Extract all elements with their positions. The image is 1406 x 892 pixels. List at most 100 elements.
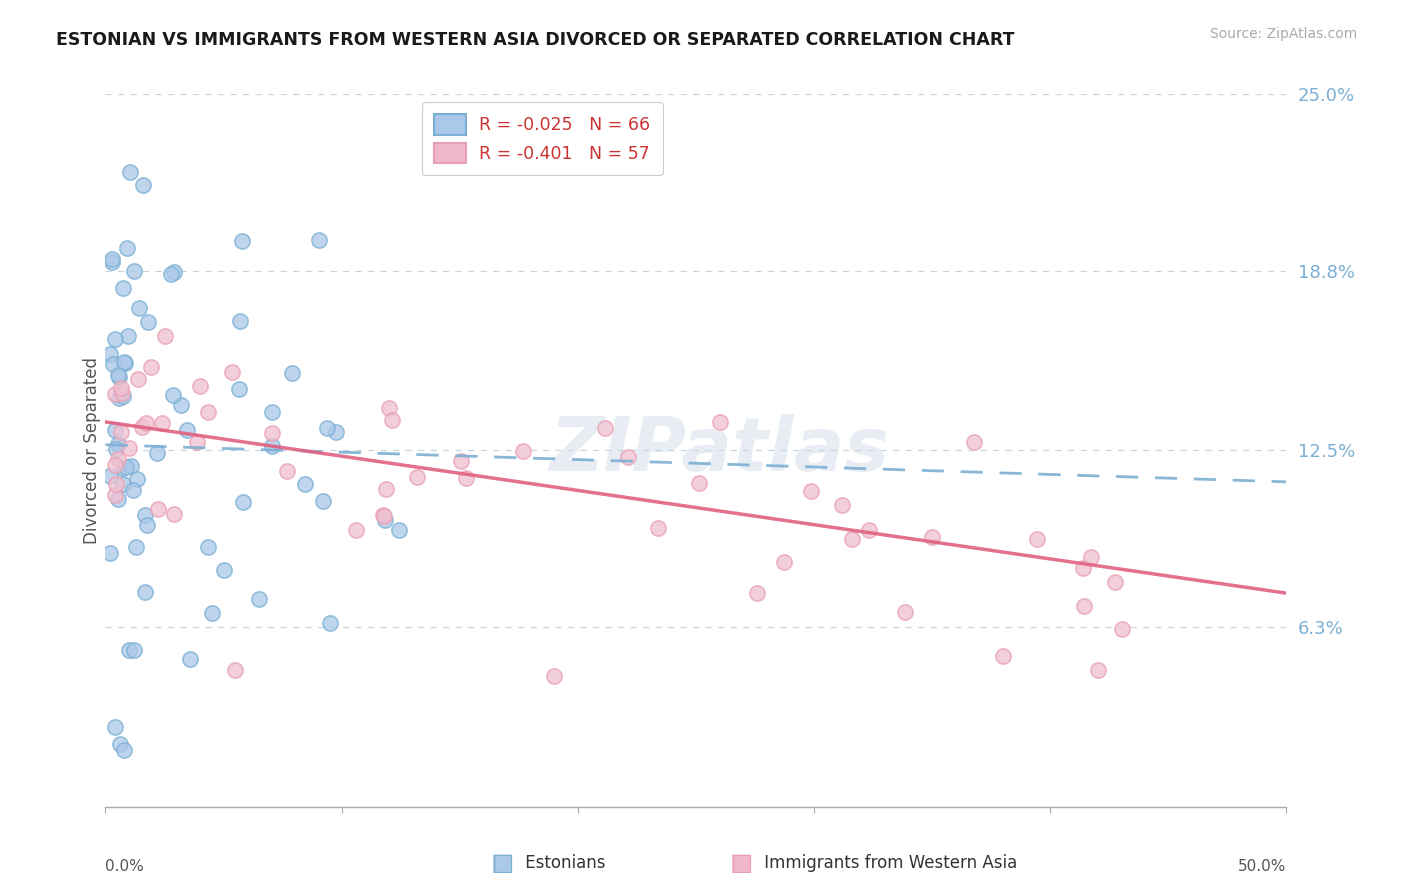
Point bbox=[373, 508, 395, 523]
Text: ESTONIAN VS IMMIGRANTS FROM WESTERN ASIA DIVORCED OR SEPARATED CORRELATION CHART: ESTONIAN VS IMMIGRANTS FROM WESTERN ASIA… bbox=[56, 31, 1015, 49]
Text: ■: ■ bbox=[491, 852, 513, 875]
Point bbox=[111, 386, 134, 401]
Point bbox=[118, 165, 141, 179]
Point bbox=[111, 477, 134, 491]
Point bbox=[122, 643, 145, 657]
Point bbox=[122, 483, 145, 497]
Point bbox=[894, 605, 917, 619]
Point bbox=[772, 555, 794, 569]
Point bbox=[308, 233, 330, 247]
Point bbox=[315, 421, 337, 435]
Text: ■: ■ bbox=[730, 852, 752, 875]
Point bbox=[125, 540, 148, 554]
Legend: R = -0.025   N = 66, R = -0.401   N = 57: R = -0.025 N = 66, R = -0.401 N = 57 bbox=[422, 103, 662, 176]
Point bbox=[104, 458, 127, 472]
Point bbox=[1071, 561, 1094, 575]
Point bbox=[963, 435, 986, 450]
Text: 50.0%: 50.0% bbox=[1239, 859, 1286, 873]
Point bbox=[107, 370, 129, 384]
Point bbox=[228, 382, 250, 396]
Point bbox=[593, 421, 616, 435]
Point bbox=[1026, 532, 1049, 546]
Point bbox=[108, 738, 131, 752]
Text: ZIPatlas: ZIPatlas bbox=[550, 414, 890, 487]
Point bbox=[148, 501, 170, 516]
Point bbox=[98, 546, 121, 560]
Point bbox=[176, 423, 198, 437]
Point bbox=[101, 255, 124, 269]
Point bbox=[98, 347, 121, 361]
Point bbox=[125, 472, 148, 486]
Point bbox=[107, 492, 129, 507]
Point bbox=[107, 437, 129, 451]
Point bbox=[212, 563, 235, 577]
Text: Immigrants from Western Asia: Immigrants from Western Asia bbox=[759, 855, 1018, 872]
Point bbox=[747, 586, 769, 600]
Point bbox=[110, 425, 132, 439]
Text: 0.0%: 0.0% bbox=[105, 859, 145, 873]
Point bbox=[232, 495, 254, 509]
Point bbox=[104, 477, 127, 491]
Point bbox=[162, 265, 184, 279]
Point bbox=[800, 483, 823, 498]
Point bbox=[312, 494, 335, 508]
Point bbox=[841, 532, 863, 546]
Point bbox=[107, 452, 129, 467]
Point bbox=[617, 450, 640, 464]
Point bbox=[110, 381, 132, 395]
Point bbox=[281, 366, 304, 380]
Point bbox=[188, 379, 211, 393]
Point bbox=[132, 178, 155, 192]
Point bbox=[127, 371, 149, 385]
Point bbox=[98, 469, 121, 483]
Point bbox=[512, 444, 534, 458]
Text: □: □ bbox=[492, 852, 515, 875]
Point bbox=[1080, 550, 1102, 565]
Point bbox=[112, 743, 135, 757]
Point bbox=[111, 461, 134, 475]
Point bbox=[104, 332, 127, 346]
Point bbox=[262, 439, 284, 453]
Point bbox=[122, 263, 145, 277]
Point bbox=[991, 648, 1014, 663]
Point bbox=[136, 315, 159, 329]
Point bbox=[162, 388, 184, 402]
Point bbox=[247, 591, 270, 606]
Point bbox=[229, 313, 252, 327]
Point bbox=[112, 280, 135, 294]
Point bbox=[107, 391, 129, 405]
Point bbox=[139, 360, 162, 375]
Point bbox=[118, 441, 141, 455]
Point bbox=[104, 720, 127, 734]
Point bbox=[260, 405, 283, 419]
Point bbox=[107, 368, 129, 382]
Point bbox=[136, 517, 159, 532]
Point bbox=[262, 426, 284, 441]
Point bbox=[709, 415, 731, 429]
Point bbox=[131, 420, 153, 434]
Point bbox=[1104, 575, 1126, 590]
Point bbox=[104, 423, 127, 437]
Point bbox=[543, 669, 565, 683]
Point bbox=[111, 389, 134, 403]
Point bbox=[1111, 622, 1133, 636]
Point bbox=[688, 476, 710, 491]
Point bbox=[388, 524, 411, 538]
Point bbox=[134, 508, 156, 522]
Point bbox=[146, 446, 169, 460]
Text: □: □ bbox=[731, 852, 754, 875]
Point bbox=[117, 329, 139, 343]
Point bbox=[101, 357, 124, 371]
Point bbox=[112, 355, 135, 369]
Point bbox=[921, 530, 943, 544]
Point bbox=[135, 417, 157, 431]
Point bbox=[1073, 599, 1095, 613]
Point bbox=[201, 606, 224, 620]
Text: Source: ZipAtlas.com: Source: ZipAtlas.com bbox=[1209, 27, 1357, 41]
Point bbox=[118, 643, 141, 657]
Point bbox=[163, 507, 186, 521]
Text: Estonians: Estonians bbox=[520, 855, 606, 872]
Point bbox=[858, 524, 880, 538]
Point bbox=[450, 454, 472, 468]
Point bbox=[197, 404, 219, 418]
